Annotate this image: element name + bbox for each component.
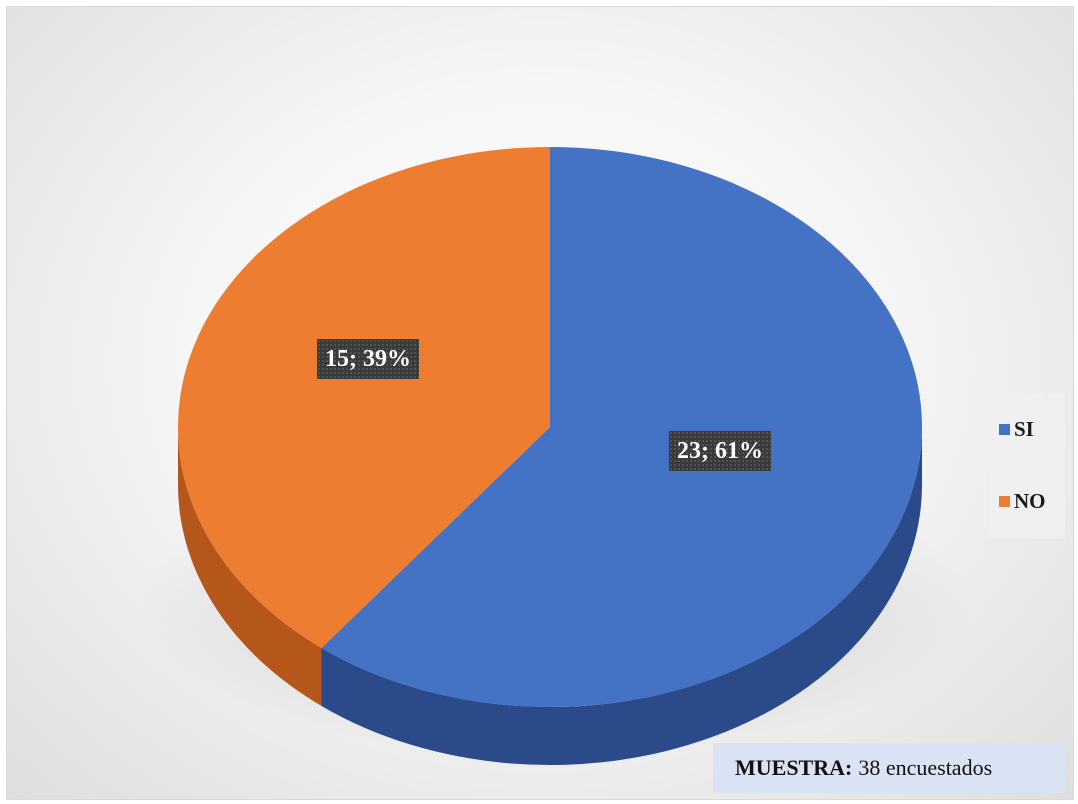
sample-note-text: 38 encuestados (858, 755, 992, 781)
legend-label-no: NO (1014, 489, 1046, 514)
sample-note-label: MUESTRA: (735, 755, 852, 781)
legend-swatch-no (999, 496, 1010, 507)
data-label-no: 15; 39% (317, 339, 419, 379)
chart-area: 15; 39% 23; 61% SI NO MUESTRA: 38 encues… (6, 6, 1074, 800)
legend-label-si: SI (1014, 417, 1034, 442)
pie-chart (7, 7, 1073, 799)
legend-item-si: SI (999, 417, 1034, 442)
legend: SI NO (989, 393, 1065, 539)
legend-item-no: NO (999, 489, 1046, 514)
legend-swatch-si (999, 424, 1010, 435)
data-label-si: 23; 61% (669, 431, 771, 471)
sample-note: MUESTRA: 38 encuestados (713, 743, 1065, 793)
